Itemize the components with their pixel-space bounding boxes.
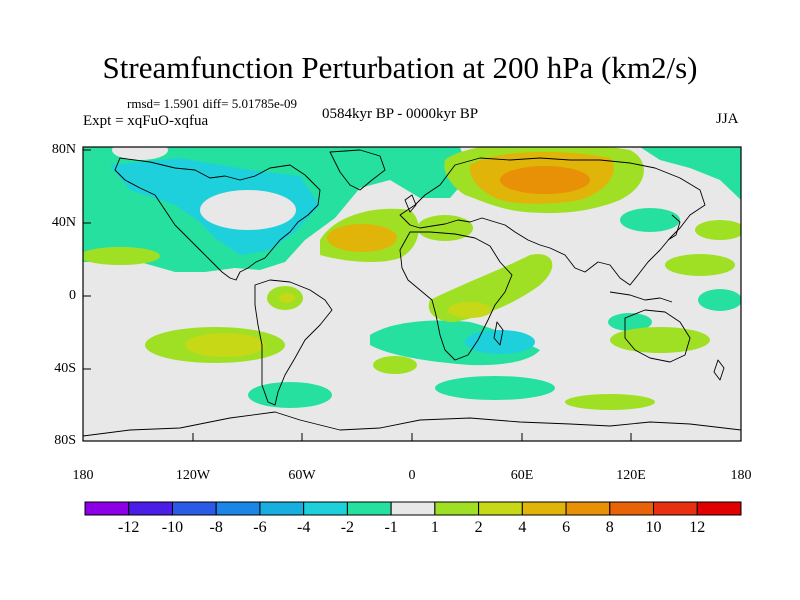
colorbar-label: -12 — [118, 519, 140, 536]
coastline-indonesia — [609, 291, 673, 303]
negative-anomaly-south-america — [248, 382, 332, 408]
positive-anomaly-eurasia-core — [500, 166, 590, 194]
colorbar-swatch — [215, 501, 261, 516]
positive-anomaly-indian — [373, 356, 417, 374]
lat-label-80s: 80S — [54, 433, 76, 448]
coastline-new-zealand — [713, 359, 725, 381]
colorbar-swatch — [346, 501, 392, 516]
lon-label-180e: 180 — [730, 468, 752, 483]
coastline-madagascar — [493, 321, 504, 346]
negative-anomaly-arctic-band — [640, 147, 741, 200]
colorbar-label: -1 — [384, 519, 398, 536]
coastline-greenland — [329, 149, 386, 191]
colorbar-swatch — [653, 501, 698, 516]
colorbar — [84, 501, 742, 516]
period-label: 0584kyr BP - 0000kyr BP — [322, 106, 479, 122]
lon-label-120w: 120W — [175, 468, 211, 483]
gap-arctic — [112, 147, 168, 160]
colorbar-swatch — [171, 501, 217, 516]
positive-anomaly-atlantic-core — [327, 224, 397, 252]
positive-anomaly-australia — [610, 327, 710, 353]
colorbar-swatch — [609, 501, 655, 516]
negative-anomaly-pacific-east — [698, 289, 741, 311]
positive-anomaly-regions — [83, 147, 741, 410]
colorbar-swatch — [565, 501, 611, 516]
lon-label-0: 0 — [408, 468, 416, 483]
lon-label-60e: 60E — [510, 468, 534, 483]
stats-label: rmsd= 1.5901 diff= 5.01785e-09 — [127, 96, 298, 111]
coastline-south-america — [254, 279, 333, 406]
lat-label-0: 0 — [69, 288, 76, 303]
colorbar-swatch — [696, 501, 742, 516]
experiment-label: Expt = xqFuO-xqfua — [83, 113, 209, 129]
positive-anomaly-pacific-south-core — [185, 333, 265, 357]
lon-label-180w: 180 — [72, 468, 94, 483]
map-plot-area — [83, 147, 741, 441]
colorbar-swatch — [390, 501, 436, 516]
figure-title: Streamfunction Perturbation at 200 hPa (… — [102, 50, 698, 85]
positive-anomaly-east-asia — [695, 220, 741, 240]
colorbar-label: -8 — [209, 519, 223, 536]
positive-anomaly-africa-core — [448, 302, 492, 318]
negative-anomaly-south-patch — [435, 376, 555, 400]
colorbar-swatch — [128, 501, 173, 516]
colorbar-label: -10 — [161, 519, 184, 536]
positive-anomaly-europe — [417, 215, 473, 241]
colorbar-label: 2 — [474, 519, 483, 536]
season-label: JJA — [716, 111, 739, 127]
coastline-north-america — [114, 157, 321, 281]
colorbar-label: 1 — [430, 519, 439, 536]
colorbar-label: 6 — [562, 519, 571, 536]
coastline-africa — [399, 231, 513, 361]
colorbar-label: 4 — [518, 519, 527, 536]
negative-anomaly-indian-core — [465, 330, 535, 354]
lon-label-60w: 60W — [288, 468, 316, 483]
positive-anomaly-southern — [565, 394, 655, 410]
negative-anomaly-indonesia — [608, 313, 652, 331]
lon-label-120e: 120E — [616, 468, 646, 483]
lat-label-80n: 80N — [51, 142, 76, 157]
coastline-antarctica — [83, 411, 741, 437]
negative-anomaly-east-asia — [620, 208, 680, 232]
coastline-uk — [404, 194, 417, 213]
positive-anomaly-south-america-core — [279, 293, 295, 303]
coastline-australia — [624, 309, 691, 363]
coastline-eurasia — [399, 157, 706, 286]
axis-ticks — [83, 149, 632, 442]
lat-label-40s: 40S — [54, 361, 76, 376]
lat-label-40n: 40N — [51, 215, 76, 230]
colorbar-swatch — [303, 501, 348, 516]
colorbar-label: 8 — [605, 519, 614, 536]
coastlines — [83, 149, 741, 437]
colorbar-swatch — [478, 501, 523, 516]
colorbar-swatch — [434, 501, 480, 516]
negative-anomaly-regions — [83, 147, 741, 408]
colorbar-swatch — [84, 501, 130, 516]
colorbar-label: 12 — [689, 519, 706, 536]
colorbar-swatch — [259, 501, 305, 516]
colorbar-label: -4 — [296, 519, 311, 536]
colorbar-label: 10 — [645, 519, 662, 536]
positive-anomaly-pacific-tropics — [83, 247, 160, 265]
colorbar-label: -2 — [340, 519, 355, 536]
colorbar-swatch — [521, 501, 567, 516]
positive-anomaly-west-pacific — [665, 254, 735, 276]
gap-canada — [200, 190, 296, 230]
colorbar-label: -6 — [253, 519, 267, 536]
coastline-japan — [667, 214, 681, 241]
